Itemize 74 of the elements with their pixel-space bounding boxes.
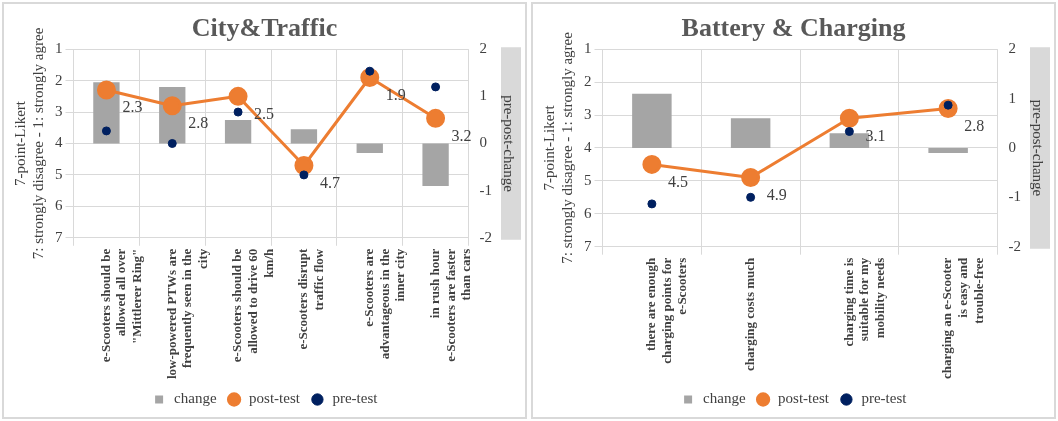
y-tick-label: 5: [55, 165, 63, 182]
point: [167, 138, 177, 148]
y-tick-label: 4: [584, 138, 592, 155]
x-tick-label: e-Scooters should be allowed to drive 60 km/h: [229, 248, 276, 363]
y2-tick-label: -2: [1008, 237, 1021, 254]
y-tick-label: 3: [55, 102, 63, 119]
data-label: 2.8: [964, 116, 985, 134]
point: [233, 107, 243, 117]
point: [299, 170, 309, 180]
x-tick-label: charging costs much: [741, 256, 757, 372]
legend-label: change: [174, 390, 217, 407]
y-tick-label: 6: [55, 197, 63, 214]
y2-axis-title: pre-post-change: [1030, 99, 1047, 197]
data-label: 3.2: [451, 126, 472, 144]
y2-tick-label: 0: [1008, 138, 1016, 155]
y-axis-title: 7-point-Likert 7: strongly disagree - 1: strongly agree: [11, 27, 46, 260]
bar: [290, 129, 318, 144]
y2-tick-label: -2: [479, 228, 492, 245]
y-axis-title: 7-point-Likert 7: strongly disagree - 1: strongly agree: [540, 31, 575, 264]
data-label: 2.8: [188, 113, 209, 131]
legend-label: post-test: [778, 390, 830, 407]
point: [746, 192, 756, 202]
chart-title: Battery & Charging: [681, 13, 906, 43]
y2-tick-label: 2: [479, 40, 487, 57]
data-label: 4.7: [319, 173, 340, 191]
y2-tick-label: 0: [479, 134, 487, 151]
data-label: 3.1: [865, 126, 886, 144]
y2-tick-label: -1: [1008, 188, 1021, 205]
x-tick-label: low-powered PTWs are frequently seen in the city: [163, 248, 210, 380]
y-tick-label: 6: [584, 204, 592, 221]
legend-label: pre-test: [861, 390, 908, 407]
y-tick-label: 7: [584, 237, 592, 254]
y-tick-label: 1: [55, 40, 63, 57]
data-label: 4.9: [766, 185, 787, 203]
point: [431, 82, 441, 92]
x-tick-label: charging an e-Scooter is easy and trouble-free: [939, 256, 986, 379]
point: [228, 86, 248, 106]
point: [101, 126, 111, 136]
bar: [356, 143, 383, 153]
point: [365, 66, 375, 76]
legend-label: pre-test: [332, 390, 379, 407]
x-tick-label: there are enough charging points for e-Scooters: [643, 256, 690, 364]
point: [741, 168, 761, 188]
x-tick-label: charging time is suitable for my mobility needs: [840, 257, 887, 347]
y-tick-label: 4: [55, 134, 63, 151]
chart-title: City&Traffic: [191, 13, 338, 43]
bar: [224, 119, 252, 144]
y2-tick-label: 1: [479, 87, 487, 104]
bar: [730, 118, 771, 148]
y-tick-label: 3: [584, 105, 592, 122]
bar: [632, 93, 672, 148]
y-tick-label: 2: [55, 71, 63, 88]
point: [96, 80, 116, 100]
y2-tick-label: 2: [1008, 40, 1016, 57]
bar: [928, 147, 968, 153]
legend-label: post-test: [249, 390, 301, 407]
legend-label: change: [703, 390, 746, 407]
y2-axis-title: pre-post-change: [501, 95, 518, 193]
x-tick-label: e-Scooters should be allowed all over "Mittlerer Ring": [97, 248, 144, 363]
data-label: 2.5: [254, 104, 275, 122]
y-tick-label: 5: [584, 171, 592, 188]
point: [844, 126, 854, 136]
bar: [422, 143, 449, 186]
point: [647, 199, 657, 209]
y-tick-label: 7: [55, 228, 63, 245]
y2-tick-label: -1: [479, 181, 492, 198]
y-tick-label: 2: [584, 73, 592, 90]
data-label: 2.3: [122, 98, 143, 116]
data-label: 4.5: [667, 172, 688, 190]
y-tick-label: 1: [584, 40, 592, 57]
point: [642, 154, 662, 174]
point: [426, 108, 446, 128]
point: [839, 108, 859, 128]
y2-tick-label: 1: [1008, 89, 1016, 106]
